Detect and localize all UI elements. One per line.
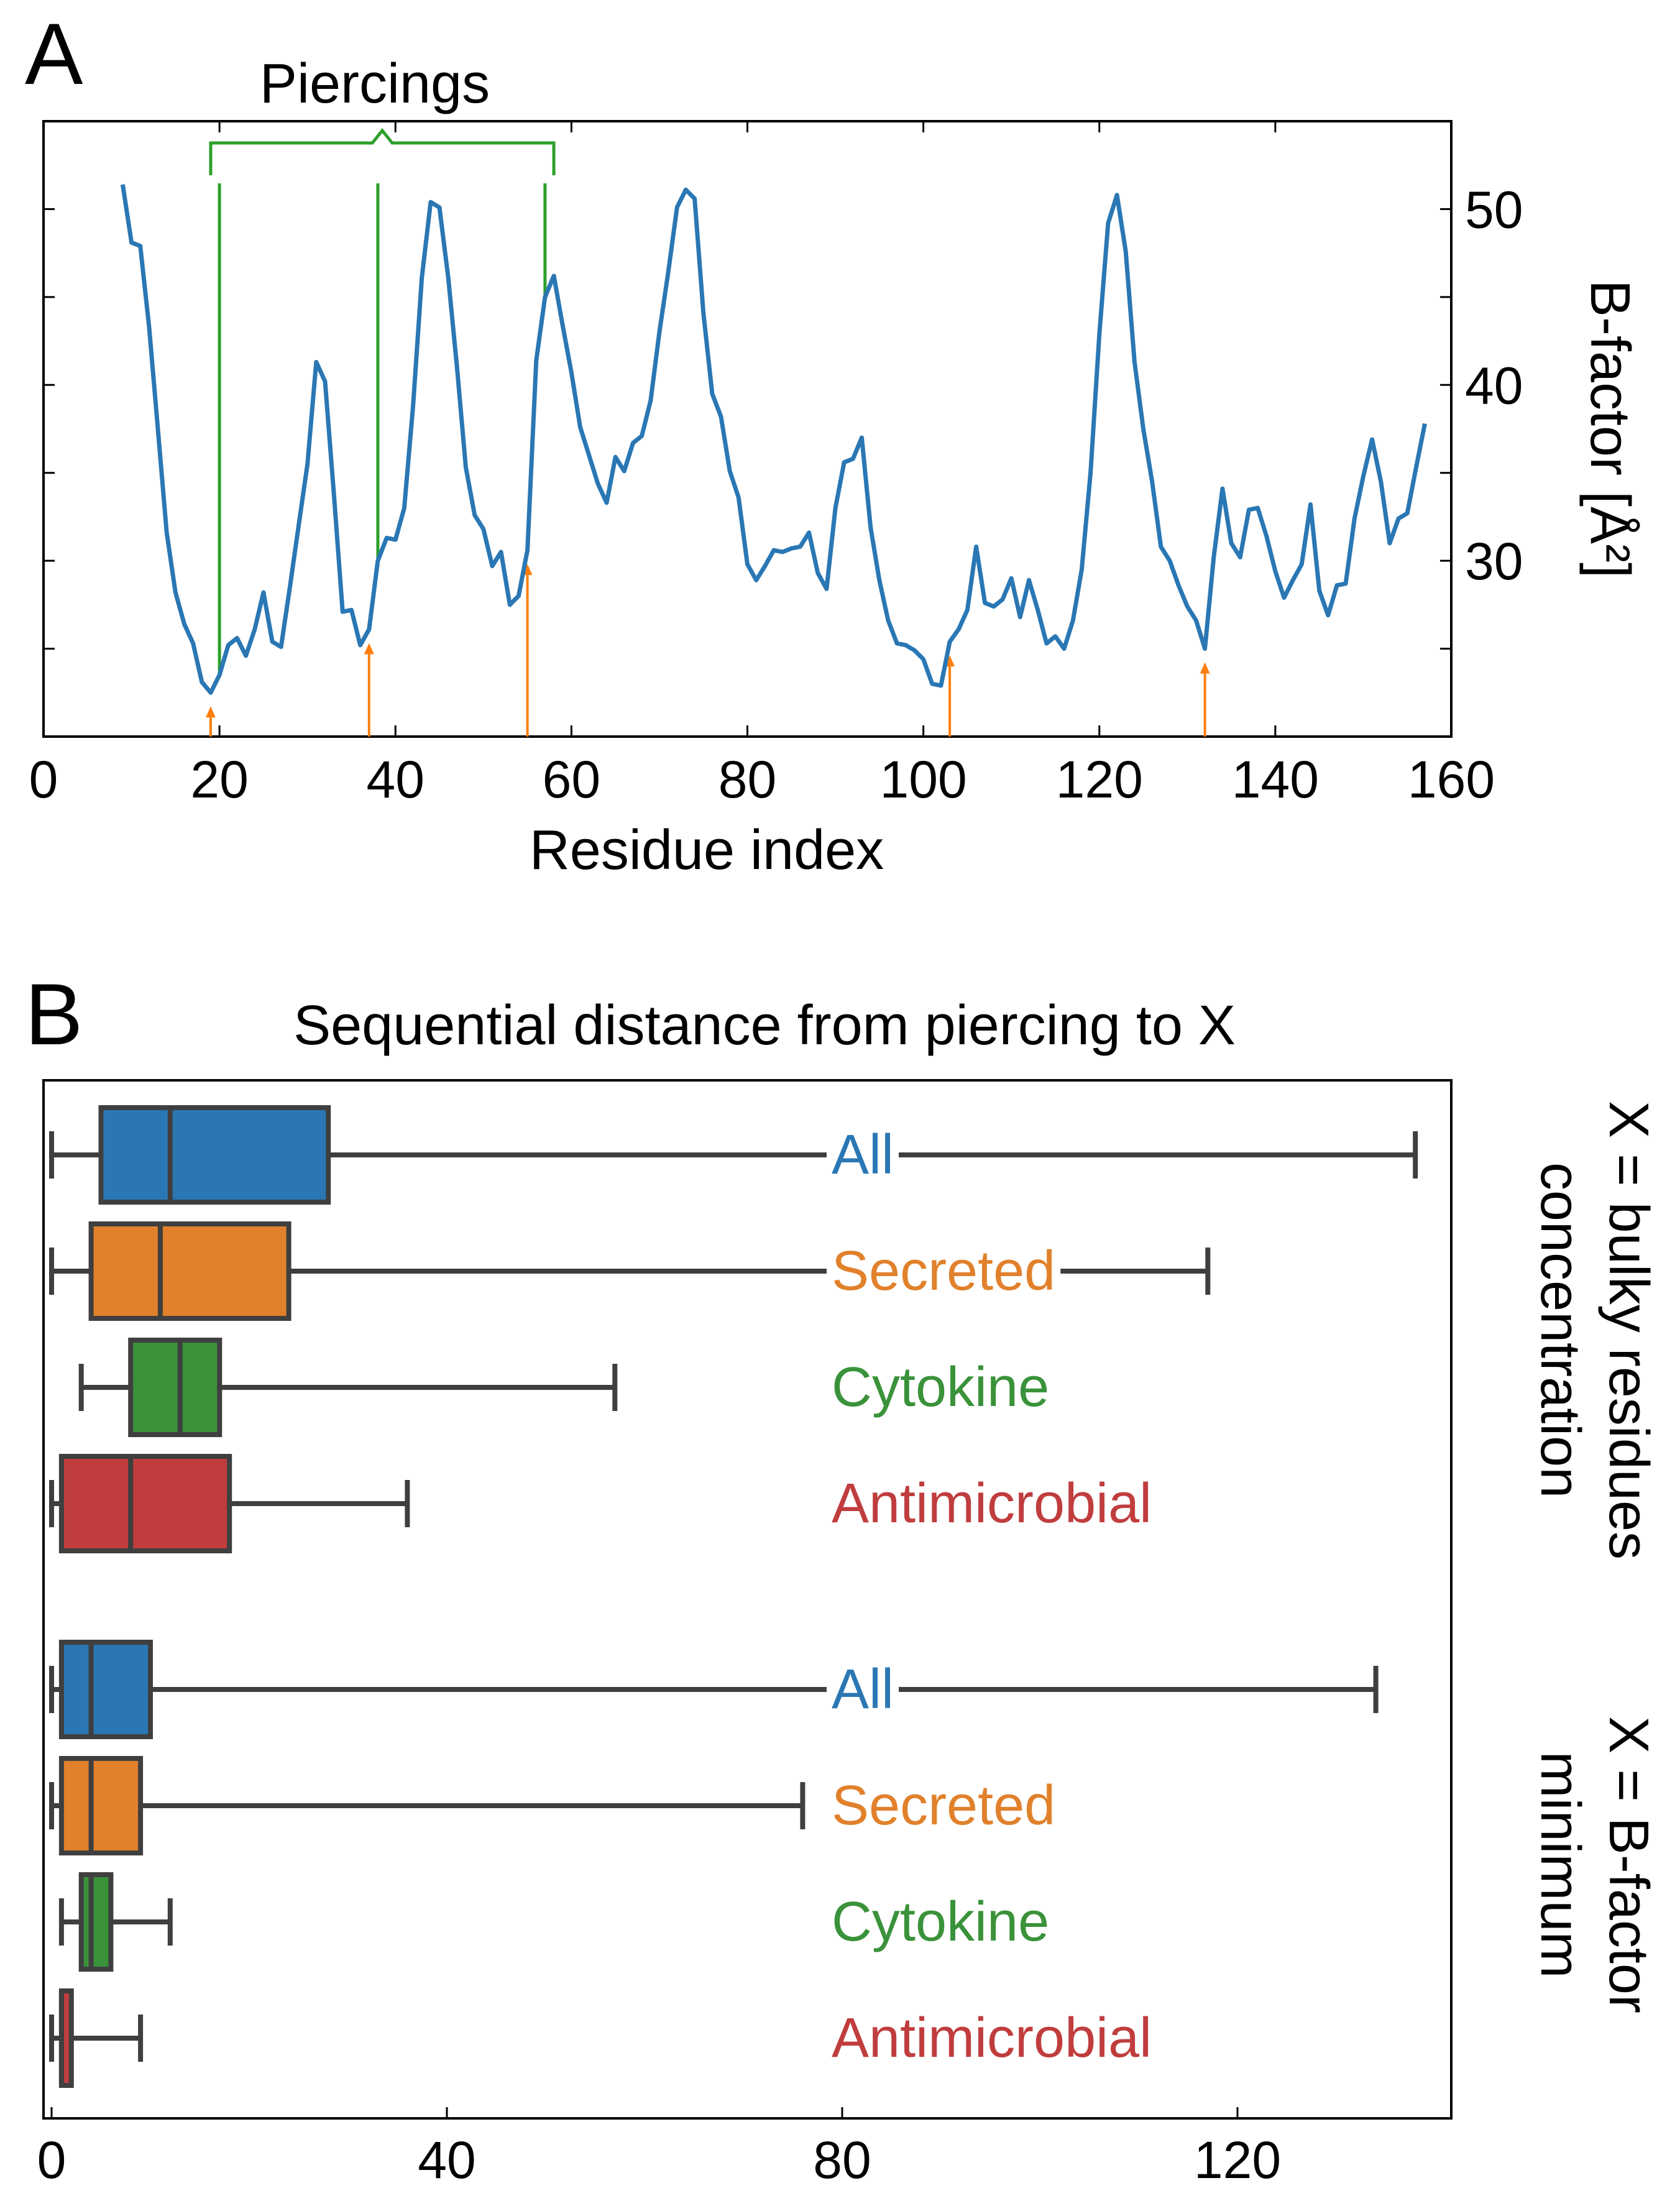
box-label: All — [832, 1658, 894, 1721]
box — [88, 1221, 291, 1321]
plot-b-frame — [42, 1079, 1453, 2120]
x-tick-label: 40 — [367, 750, 425, 809]
x-tick-label: 20 — [190, 750, 248, 809]
plot-a-frame — [42, 120, 1453, 738]
box-label-bg — [827, 1891, 1055, 1953]
boxplot-secreted: Secreted — [49, 1756, 1061, 1855]
box-label-bg — [827, 1240, 1061, 1302]
arrow-head — [205, 706, 216, 718]
boxplot-cytokine: Cytokine — [78, 1338, 1055, 1437]
box — [58, 1454, 232, 1553]
boxplots: All Secreted Cytokine Antimicrobial All Secre… — [49, 1105, 1418, 2088]
panel-a-label: A — [25, 5, 83, 103]
y-axis-label: B-factor [Å²] — [1579, 280, 1641, 578]
minimum-arrows — [205, 564, 1210, 737]
x-axis-ticks: 0 40 80 120 — [37, 2107, 1281, 2189]
y-tick-label: 50 — [1465, 180, 1523, 239]
y-tick-label: 40 — [1465, 356, 1523, 415]
boxplot-all: All — [49, 1105, 1418, 1205]
box-label: All — [832, 1124, 894, 1186]
bracket — [209, 127, 556, 175]
box-label: Antimicrobial — [832, 1473, 1152, 1535]
box-label: Cytokine — [832, 1891, 1049, 1953]
x-tick-label: 120 — [1194, 2131, 1281, 2189]
x-tick-label: 120 — [1056, 750, 1143, 809]
x-tick-label: 140 — [1232, 750, 1319, 809]
box — [78, 1872, 114, 1972]
x-tick-label: 80 — [718, 750, 776, 809]
boxplot-all: All — [49, 1640, 1379, 1739]
arrow-head — [1200, 662, 1210, 674]
panel-b-title: Sequential distance from piercing to X — [293, 995, 1236, 1057]
box-label: Secreted — [832, 1240, 1055, 1302]
b-factor-line — [120, 184, 1427, 695]
group-label-line2: concentration — [1529, 1162, 1591, 1498]
y-tick-label: 30 — [1465, 532, 1523, 591]
group-label-line1: X = bulky residues — [1597, 1101, 1659, 1560]
x-axis-ticks: 0 20 40 60 80 100 120 140 160 — [29, 121, 1495, 809]
x-tick-label: 40 — [418, 2131, 475, 2189]
x-axis-label: Residue index — [530, 819, 884, 881]
x-tick-label: 160 — [1408, 750, 1495, 809]
box-label-bg — [827, 1124, 899, 1186]
boxplot-antimicrobial: Antimicrobial — [49, 1454, 1157, 1553]
group-label-line2: minimum — [1529, 1751, 1591, 1978]
box — [58, 1640, 154, 1739]
x-tick-label: 100 — [880, 750, 967, 809]
box — [98, 1105, 331, 1205]
arrow-head — [364, 643, 374, 655]
x-tick-label: 80 — [813, 2131, 871, 2189]
box-label-bg — [827, 1356, 1055, 1418]
piercings-label: Piercings — [260, 53, 490, 115]
x-tick-label: 0 — [29, 750, 58, 809]
boxplot-cytokine: Cytokine — [58, 1872, 1055, 1972]
box-label: Cytokine — [832, 1356, 1049, 1418]
group-label-line1: X = B-factor — [1597, 1716, 1659, 2013]
box-label-bg — [827, 1473, 1157, 1535]
boxplot-secreted: Secreted — [49, 1221, 1211, 1321]
x-tick-label: 60 — [543, 750, 600, 809]
panel-b-label: B — [25, 965, 83, 1063]
panel-a: A 0 20 40 60 80 100 120 140 160 30 40 50 Residue i… — [25, 5, 1641, 881]
box-label-bg — [827, 2007, 1157, 2069]
box-label-bg — [827, 1775, 1061, 1837]
y-axis-ticks: 30 40 50 — [44, 180, 1523, 650]
boxplot-antimicrobial: Antimicrobial — [49, 1988, 1157, 2088]
box-label-bg — [827, 1658, 899, 1721]
panel-b: B Sequential distance from piercing to X… — [25, 965, 1659, 2189]
piercings-bracket — [209, 127, 556, 675]
box-label: Secreted — [832, 1775, 1055, 1837]
box — [128, 1338, 223, 1437]
box — [58, 1756, 144, 1855]
box-label: Antimicrobial — [832, 2007, 1152, 2069]
x-tick-label: 0 — [37, 2131, 67, 2189]
